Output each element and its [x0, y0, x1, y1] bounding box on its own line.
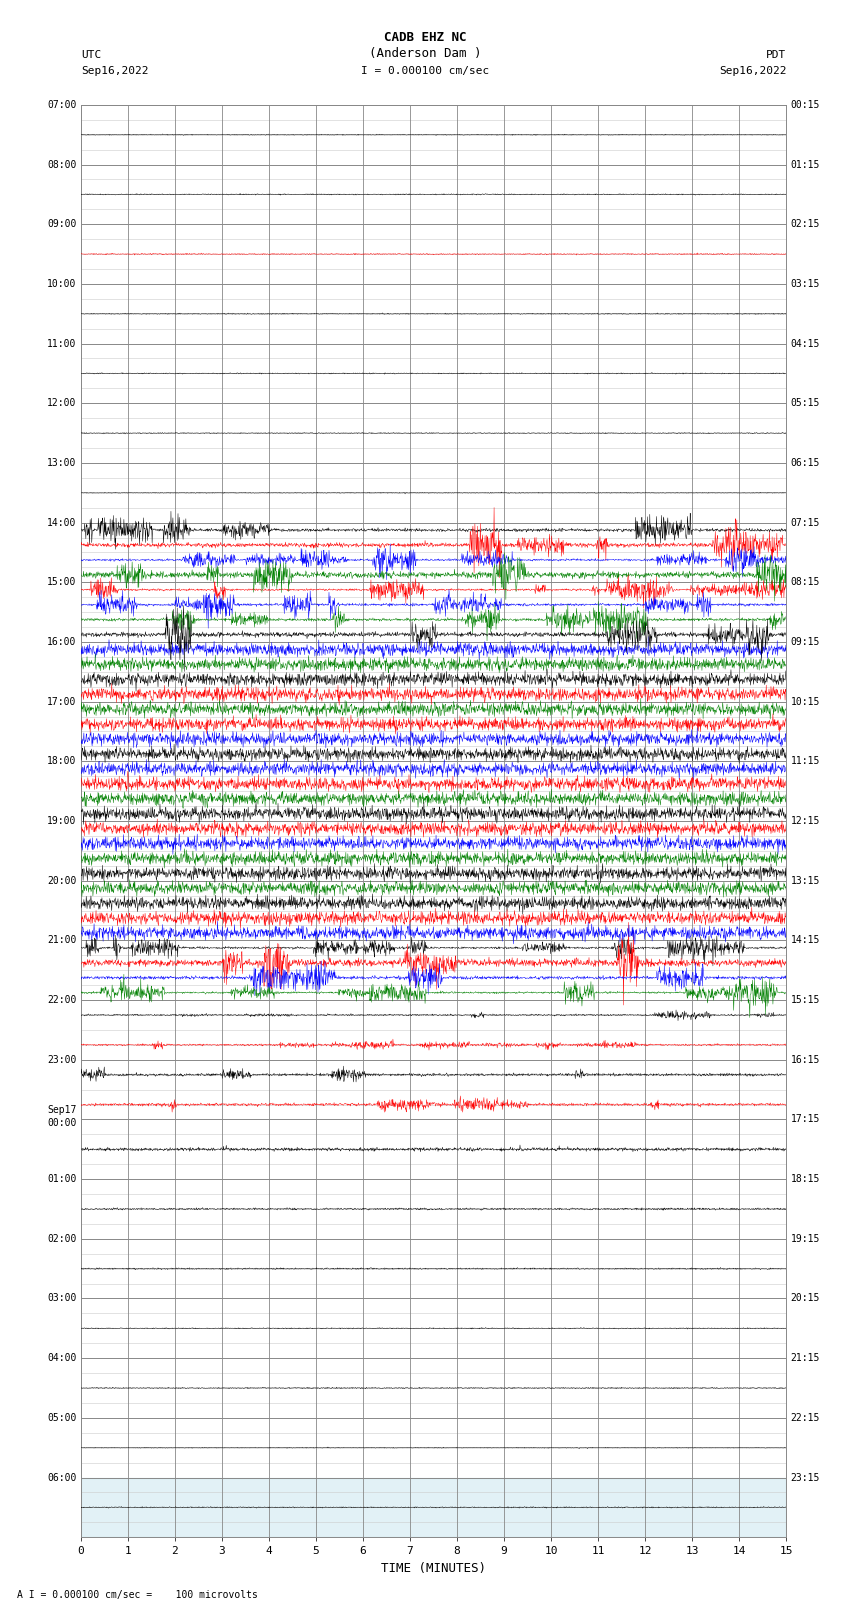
- Text: 10:00: 10:00: [47, 279, 76, 289]
- Text: 00:00: 00:00: [47, 1118, 76, 1127]
- Text: 08:00: 08:00: [47, 160, 76, 169]
- Text: A I = 0.000100 cm/sec =    100 microvolts: A I = 0.000100 cm/sec = 100 microvolts: [17, 1590, 258, 1600]
- Text: 16:00: 16:00: [47, 637, 76, 647]
- X-axis label: TIME (MINUTES): TIME (MINUTES): [381, 1561, 486, 1574]
- Text: 10:15: 10:15: [790, 697, 820, 706]
- Text: 23:00: 23:00: [47, 1055, 76, 1065]
- Text: 13:15: 13:15: [790, 876, 820, 886]
- Text: 06:15: 06:15: [790, 458, 820, 468]
- Text: 07:15: 07:15: [790, 518, 820, 527]
- Text: 11:00: 11:00: [47, 339, 76, 348]
- Text: Sep17: Sep17: [47, 1105, 76, 1115]
- Text: I = 0.000100 cm/sec: I = 0.000100 cm/sec: [361, 66, 489, 76]
- Text: 05:00: 05:00: [47, 1413, 76, 1423]
- Text: 07:00: 07:00: [47, 100, 76, 110]
- Text: CADB EHZ NC: CADB EHZ NC: [383, 31, 467, 44]
- Text: 11:15: 11:15: [790, 756, 820, 766]
- Bar: [81, 1478, 786, 1537]
- Text: 06:00: 06:00: [47, 1473, 76, 1482]
- Text: 15:15: 15:15: [790, 995, 820, 1005]
- Text: 19:15: 19:15: [790, 1234, 820, 1244]
- Text: 04:00: 04:00: [47, 1353, 76, 1363]
- Text: 20:00: 20:00: [47, 876, 76, 886]
- Text: 05:15: 05:15: [790, 398, 820, 408]
- Text: 00:15: 00:15: [790, 100, 820, 110]
- Text: Sep16,2022: Sep16,2022: [719, 66, 786, 76]
- Text: 14:00: 14:00: [47, 518, 76, 527]
- Text: 01:00: 01:00: [47, 1174, 76, 1184]
- Text: 13:00: 13:00: [47, 458, 76, 468]
- Text: 23:15: 23:15: [790, 1473, 820, 1482]
- Text: (Anderson Dam ): (Anderson Dam ): [369, 47, 481, 60]
- Text: 01:15: 01:15: [790, 160, 820, 169]
- Text: 20:15: 20:15: [790, 1294, 820, 1303]
- Text: UTC: UTC: [81, 50, 101, 60]
- Text: Sep16,2022: Sep16,2022: [81, 66, 148, 76]
- Text: 22:00: 22:00: [47, 995, 76, 1005]
- Text: 22:15: 22:15: [790, 1413, 820, 1423]
- Text: 09:15: 09:15: [790, 637, 820, 647]
- Text: 18:15: 18:15: [790, 1174, 820, 1184]
- Text: 19:00: 19:00: [47, 816, 76, 826]
- Text: 21:00: 21:00: [47, 936, 76, 945]
- Text: 02:15: 02:15: [790, 219, 820, 229]
- Text: 08:15: 08:15: [790, 577, 820, 587]
- Text: 03:00: 03:00: [47, 1294, 76, 1303]
- Text: 03:15: 03:15: [790, 279, 820, 289]
- Text: PDT: PDT: [766, 50, 786, 60]
- Text: 15:00: 15:00: [47, 577, 76, 587]
- Text: 16:15: 16:15: [790, 1055, 820, 1065]
- Text: 14:15: 14:15: [790, 936, 820, 945]
- Text: 21:15: 21:15: [790, 1353, 820, 1363]
- Text: 09:00: 09:00: [47, 219, 76, 229]
- Text: 17:00: 17:00: [47, 697, 76, 706]
- Text: 12:00: 12:00: [47, 398, 76, 408]
- Text: 02:00: 02:00: [47, 1234, 76, 1244]
- Text: 17:15: 17:15: [790, 1115, 820, 1124]
- Text: 18:00: 18:00: [47, 756, 76, 766]
- Text: 12:15: 12:15: [790, 816, 820, 826]
- Text: 04:15: 04:15: [790, 339, 820, 348]
